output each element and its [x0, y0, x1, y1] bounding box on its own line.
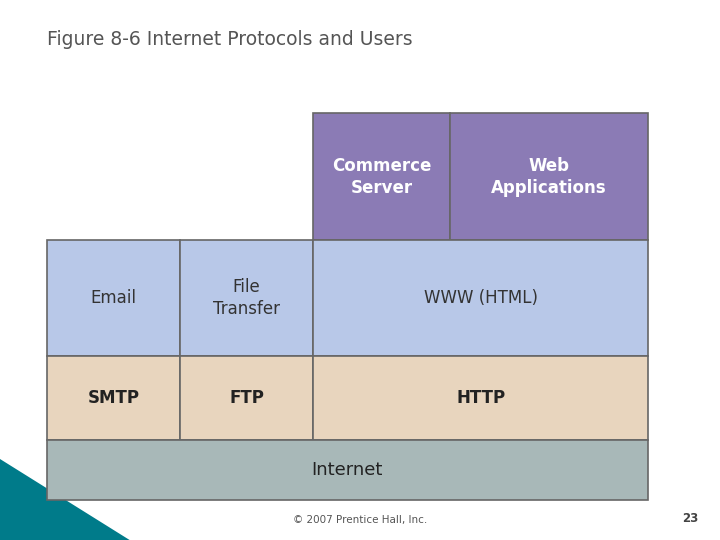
Bar — [180, 356, 313, 440]
Text: 23: 23 — [682, 512, 698, 525]
Text: SMTP: SMTP — [87, 389, 140, 407]
Text: Email: Email — [91, 289, 136, 307]
Polygon shape — [0, 459, 130, 540]
Text: WWW (HTML): WWW (HTML) — [423, 289, 538, 307]
Text: HTTP: HTTP — [456, 389, 505, 407]
Text: Figure 8-6 Internet Protocols and Users: Figure 8-6 Internet Protocols and Users — [47, 30, 413, 49]
Bar — [47, 440, 648, 500]
Bar — [450, 113, 648, 240]
Bar — [47, 356, 180, 440]
Bar — [180, 240, 313, 356]
Bar — [313, 113, 450, 240]
Text: Commerce
Server: Commerce Server — [332, 157, 431, 197]
Text: © 2007 Prentice Hall, Inc.: © 2007 Prentice Hall, Inc. — [293, 515, 427, 525]
Bar — [313, 240, 648, 356]
Text: File
Transfer: File Transfer — [213, 278, 280, 319]
Text: Internet: Internet — [312, 461, 383, 479]
Text: FTP: FTP — [229, 389, 264, 407]
Text: Web
Applications: Web Applications — [491, 157, 607, 197]
Bar — [47, 240, 180, 356]
Bar — [313, 356, 648, 440]
